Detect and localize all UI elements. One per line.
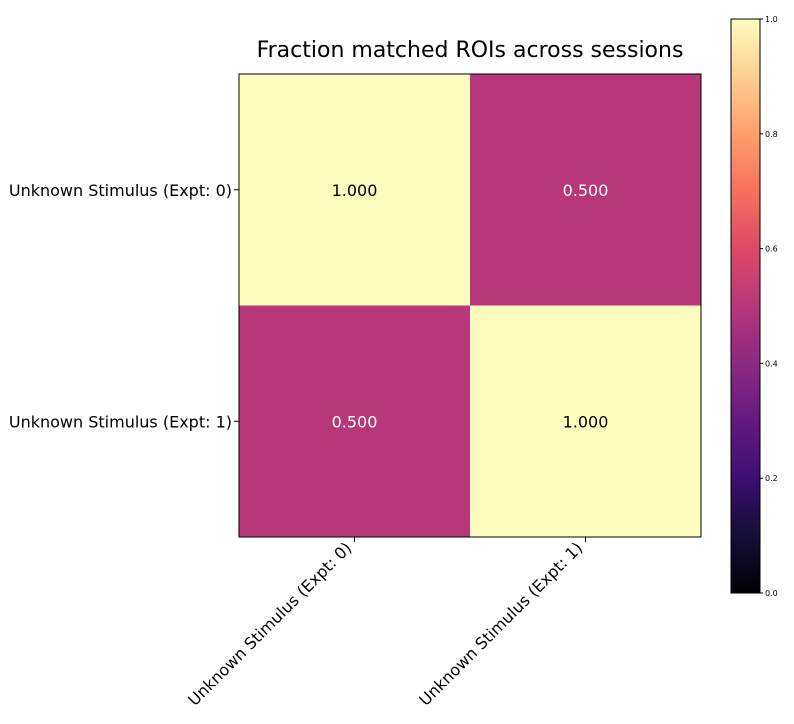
plot-frame bbox=[238, 73, 702, 538]
heatmap-cell-r1-c1 bbox=[470, 305, 702, 538]
heatmap-cell-r1-c0 bbox=[239, 305, 471, 538]
colorbar-tick-label-3: 0.6 bbox=[765, 245, 778, 254]
colorbar-axis: 0.0 0.2 0.4 0.6 0.8 1.0 bbox=[760, 15, 778, 598]
x-axis: Unknown Stimulus (Expt: 0) Unknown Stimul… bbox=[184, 537, 586, 710]
y-tick-label-1: Unknown Stimulus (Expt: 1) bbox=[9, 412, 232, 431]
colorbar bbox=[730, 18, 761, 594]
colorbar-tick-label-5: 1.0 bbox=[765, 15, 778, 24]
cell-value-label-r0-c1: 0.500 bbox=[563, 181, 609, 200]
heatmap-cells bbox=[239, 74, 702, 538]
chart-title: Fraction matched ROIs across sessions bbox=[257, 38, 684, 63]
heatmap-cell-r0-c1 bbox=[470, 74, 702, 306]
colorbar-tick-label-4: 0.8 bbox=[765, 130, 778, 139]
colorbar-tick-label-0: 0.0 bbox=[765, 589, 778, 598]
x-tick-label-1: Unknown Stimulus (Expt: 1) bbox=[415, 538, 586, 709]
y-tick-label-0: Unknown Stimulus (Expt: 0) bbox=[9, 181, 232, 200]
cell-value-label-r1-c1: 1.000 bbox=[563, 412, 609, 431]
heatmap-cell-labels: 1.000 0.500 0.500 1.000 bbox=[332, 181, 609, 432]
colorbar-tick-label-1: 0.2 bbox=[765, 474, 778, 483]
colorbar-tick-label-2: 0.4 bbox=[765, 359, 778, 368]
cell-value-label-r0-c0: 1.000 bbox=[332, 181, 378, 200]
y-axis: Unknown Stimulus (Expt: 0) Unknown Stimul… bbox=[9, 181, 239, 431]
heatmap-cell-r0-c0 bbox=[239, 74, 471, 306]
cell-value-label-r1-c0: 0.500 bbox=[332, 412, 378, 431]
x-tick-label-0: Unknown Stimulus (Expt: 0) bbox=[184, 538, 355, 709]
